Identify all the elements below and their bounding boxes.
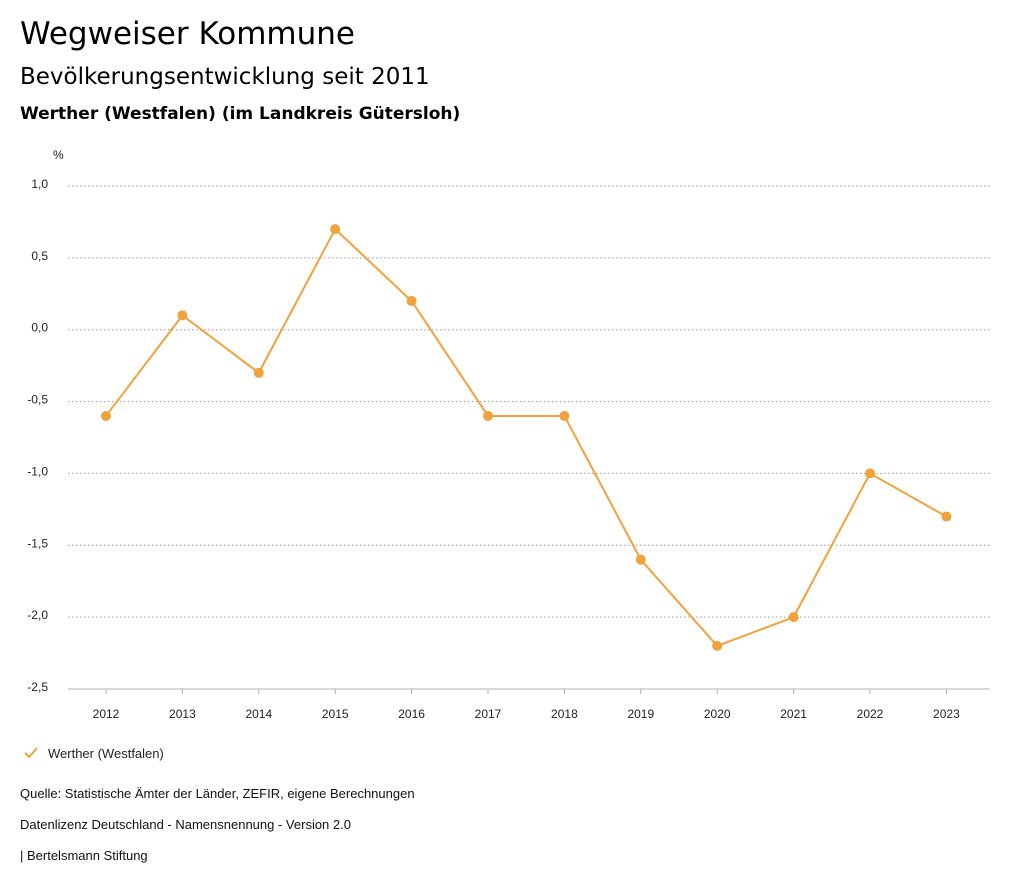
y-axis-unit: % [53,148,64,162]
y-tick-label: -0,5 [27,393,48,407]
legend-label: Werther (Westfalen) [48,745,164,761]
data-point [101,410,111,421]
x-tick-label: 2021 [780,707,807,721]
y-tick-label: 1,0 [31,177,48,191]
data-point [559,410,570,421]
data-point [177,310,188,321]
data-point [253,367,264,378]
y-tick-label: 0,0 [31,321,48,335]
grid-lines [68,185,990,690]
y-tick-label: 0,5 [31,249,48,263]
x-tick-label: 2020 [704,707,731,721]
checkmark-icon [24,747,38,759]
series-line [105,227,947,648]
page-title: Wegweiser Kommune [20,16,355,52]
chart-legend[interactable]: Werther (Westfalen) [22,744,164,762]
x-tick-label: 2014 [245,707,272,721]
publisher-note: | Bertelsmann Stiftung [20,848,148,863]
series-layer [101,224,952,651]
y-tick-label: -2,0 [27,608,48,622]
region-label: Werther (Westfalen) (im Landkreis Güters… [20,104,461,124]
line-chart: % 1,0 0,5 0,0 -0,5 -1,0 -1,5 -2,0 -2,5 2012 2013 20… [27,148,990,721]
x-tick-label: 2013 [169,707,196,721]
data-point [635,554,646,565]
x-tick-label: 2017 [475,707,502,721]
x-tick-label: 2012 [93,707,120,721]
x-tick-label: 2016 [398,707,425,721]
data-point [330,224,341,235]
data-point [406,295,417,306]
x-tick-label: 2022 [857,707,884,721]
x-tick-label: 2015 [322,707,349,721]
y-tick-label: -1,0 [27,464,48,478]
axes: % 1,0 0,5 0,0 -0,5 -1,0 -1,5 -2,0 -2,5 2012 2013 20… [27,148,990,721]
data-point [941,511,952,522]
data-point [865,468,875,479]
source-note: Quelle: Statistische Ämter der Länder, Z… [20,786,415,801]
license-note: Datenlizenz Deutschland - Namensnennung … [20,817,351,832]
chart-subtitle: Bevölkerungsentwicklung seit 2011 [20,64,430,90]
y-tick-label: -1,5 [27,536,48,550]
y-tick-label: -2,5 [27,680,48,694]
data-point [712,640,723,651]
x-tick-label: 2023 [933,707,960,721]
data-point [788,612,799,623]
data-point [483,410,493,421]
x-tick-label: 2019 [627,707,654,721]
x-tick-label: 2018 [551,707,578,721]
